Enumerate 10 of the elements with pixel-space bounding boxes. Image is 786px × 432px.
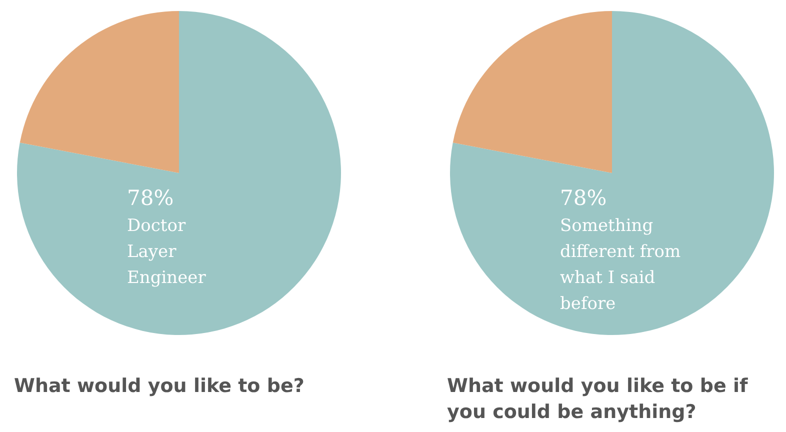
pie-slice [20, 11, 179, 173]
data-label: 78% [127, 186, 174, 210]
slice-label: Doctor Layer Engineer [127, 216, 207, 288]
pie-slice [452, 11, 612, 173]
slice-label: Something different from what I said before [560, 216, 681, 314]
pie-slice [17, 11, 341, 335]
pie-slice [450, 11, 774, 335]
text: What would you like to be? [14, 375, 304, 397]
data-label: 78% [560, 186, 607, 210]
text: What would you like to be if you could be anything? [447, 375, 748, 423]
